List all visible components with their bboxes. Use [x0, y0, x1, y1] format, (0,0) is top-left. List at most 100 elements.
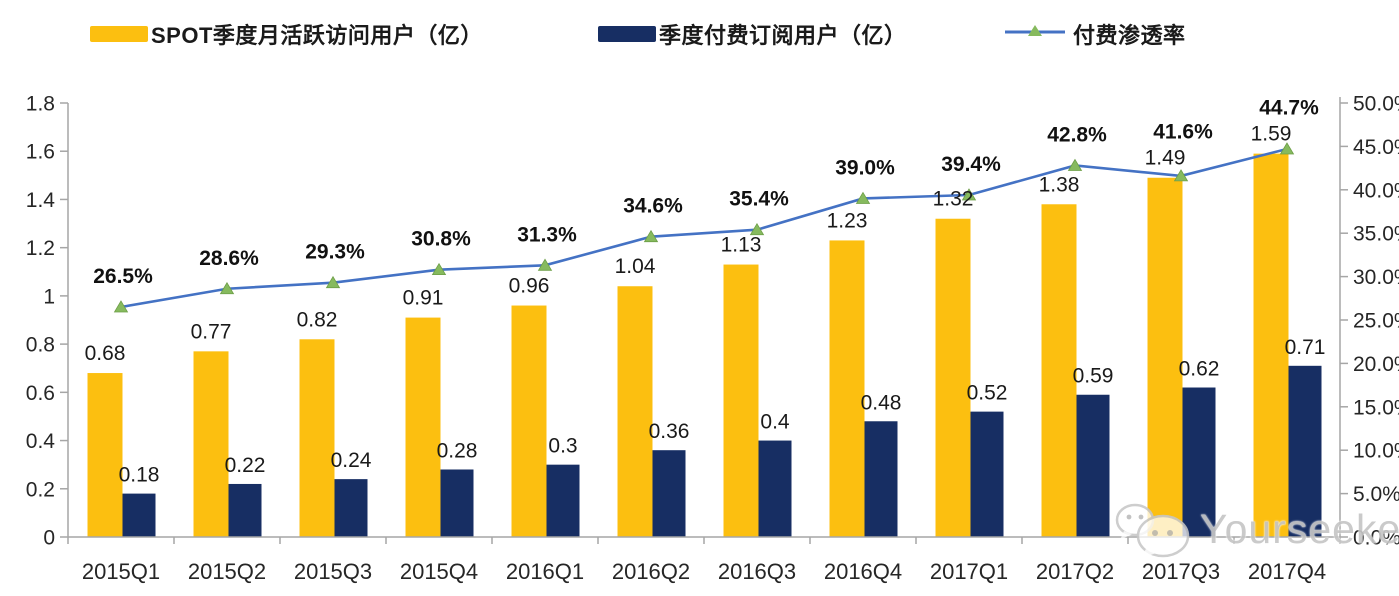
- x-axis-category-label: 2016Q3: [718, 559, 796, 584]
- subscriber-bar: [970, 411, 1004, 537]
- penetration-point-label: 39.4%: [941, 153, 1001, 176]
- penetration-marker: [431, 262, 447, 276]
- penetration-marker: [1067, 158, 1083, 171]
- left-axis-tick-label: 0: [43, 527, 55, 550]
- mau-bar-label: 1.32: [933, 188, 974, 211]
- penetration-marker: [961, 188, 977, 201]
- left-axis-tick-label: 1.6: [26, 141, 55, 164]
- penetration-point-label: 41.6%: [1153, 121, 1213, 144]
- x-axis-category-label: 2016Q1: [506, 559, 584, 584]
- right-axis-tick-label: 15.0%: [1353, 396, 1399, 419]
- penetration-point-label: 30.8%: [411, 228, 471, 251]
- penetration-point-label: 42.8%: [1047, 123, 1107, 146]
- mau-bar: [1253, 153, 1289, 537]
- subscriber-bar: [1182, 387, 1216, 537]
- subscriber-bar: [440, 469, 474, 537]
- subscriber-bar-label: 0.24: [331, 449, 372, 472]
- right-axis-tick-label: 25.0%: [1353, 310, 1399, 333]
- right-axis-tick-label: 0.0%: [1353, 527, 1399, 550]
- right-axis-tick-label: 35.0%: [1353, 223, 1399, 246]
- left-axis-tick-label: 1.2: [26, 237, 55, 260]
- subscriber-bar-label: 0.3: [548, 435, 577, 458]
- subscriber-bar: [1288, 365, 1322, 537]
- penetration-point-label: 44.7%: [1259, 97, 1319, 120]
- x-axis-category-label: 2017Q2: [1036, 559, 1114, 584]
- penetration-point-label: 39.0%: [835, 156, 895, 179]
- penetration-marker: [643, 229, 659, 243]
- penetration-point-label: 31.3%: [517, 223, 577, 246]
- penetration-marker: [537, 258, 553, 271]
- penetration-marker: [219, 281, 235, 295]
- subscriber-bar-label: 0.59: [1073, 365, 1114, 388]
- mau-bar: [405, 317, 441, 537]
- mau-bar: [511, 305, 547, 537]
- subscriber-bar: [122, 493, 156, 537]
- mau-bar: [617, 286, 653, 537]
- x-axis-category-label: 2017Q1: [930, 559, 1008, 584]
- legend-label-subscribers: 季度付费订阅用户（亿）: [659, 23, 907, 48]
- subscriber-bar: [864, 421, 898, 537]
- penetration-marker: [1173, 169, 1189, 182]
- penetration-point-label: 26.5%: [93, 265, 153, 288]
- right-axis-tick-label: 5.0%: [1353, 483, 1399, 506]
- penetration-point-label: 35.4%: [729, 188, 789, 211]
- mau-bar-label: 1.23: [827, 209, 868, 232]
- mau-bar-label: 1.13: [721, 234, 762, 257]
- mau-bar: [87, 373, 123, 537]
- x-axis-category-label: 2015Q3: [294, 559, 372, 584]
- legend-label-mau: SPOT季度月活跃访问用户（亿）: [151, 23, 483, 48]
- mau-bar-label: 1.59: [1251, 123, 1292, 146]
- mau-bar: [723, 264, 759, 537]
- x-axis-category-label: 2015Q4: [400, 559, 478, 584]
- subscriber-bar: [758, 440, 792, 537]
- mau-bar-label: 0.68: [85, 342, 126, 365]
- mau-bar-label: 0.96: [509, 275, 550, 298]
- legend-item-penetration[interactable]: 付费渗透率: [1003, 18, 1186, 50]
- mau-bar: [935, 218, 971, 537]
- mau-bar: [299, 339, 335, 537]
- mau-bar: [1147, 177, 1183, 537]
- subscriber-bar-label: 0.4: [760, 411, 790, 434]
- legend-item-mau[interactable]: SPOT季度月活跃访问用户（亿）: [90, 18, 483, 50]
- subscriber-bar-label: 0.48: [861, 391, 902, 414]
- left-axis-tick-label: 1: [43, 285, 55, 308]
- mau-bar-label: 0.91: [403, 287, 444, 310]
- left-axis-tick-label: 1.8: [26, 93, 55, 116]
- legend-item-subscribers[interactable]: 季度付费订阅用户（亿）: [598, 18, 907, 50]
- subscriber-bar: [334, 479, 368, 537]
- mau-bar: [1041, 204, 1077, 537]
- x-axis-category-label: 2016Q2: [612, 559, 690, 584]
- x-axis-category-label: 2017Q4: [1248, 559, 1326, 584]
- subscriber-bar-label: 0.36: [649, 420, 690, 443]
- subscriber-bar-label: 0.71: [1285, 336, 1326, 359]
- left-axis-tick-label: 1.4: [26, 189, 56, 212]
- mau-bar: [193, 351, 229, 537]
- mau-bar-label: 1.49: [1145, 147, 1186, 170]
- legend-swatch-mau: [90, 26, 148, 42]
- left-axis-tick-label: 0.8: [26, 334, 55, 357]
- left-axis-tick-label: 0.4: [26, 430, 56, 453]
- watermark: Yourseeker: [1108, 496, 1399, 562]
- subscriber-bar: [652, 450, 686, 537]
- x-axis-category-label: 2015Q1: [82, 559, 160, 584]
- right-axis-tick-label: 40.0%: [1353, 179, 1399, 202]
- subscriber-bar-label: 0.28: [437, 439, 478, 462]
- mau-bar-label: 1.04: [615, 255, 656, 278]
- watermark-text: Yourseeker: [1200, 505, 1399, 552]
- right-axis-tick-label: 50.0%: [1353, 93, 1399, 116]
- penetration-marker: [325, 275, 341, 289]
- right-axis-tick-label: 45.0%: [1353, 136, 1399, 159]
- left-axis-tick-label: 0.2: [26, 478, 55, 501]
- x-axis-category-label: 2016Q4: [824, 559, 902, 584]
- subscriber-bar-label: 0.18: [119, 464, 160, 487]
- subscriber-bar-label: 0.62: [1179, 358, 1220, 381]
- wechat-icon: [1115, 503, 1190, 559]
- subscriber-bar: [546, 464, 580, 537]
- right-axis-tick-label: 30.0%: [1353, 266, 1399, 289]
- legend-swatch-subscribers: [598, 26, 656, 42]
- mau-bar-label: 1.38: [1039, 173, 1080, 196]
- penetration-line: [120, 147, 1288, 309]
- penetration-point-label: 29.3%: [305, 241, 365, 264]
